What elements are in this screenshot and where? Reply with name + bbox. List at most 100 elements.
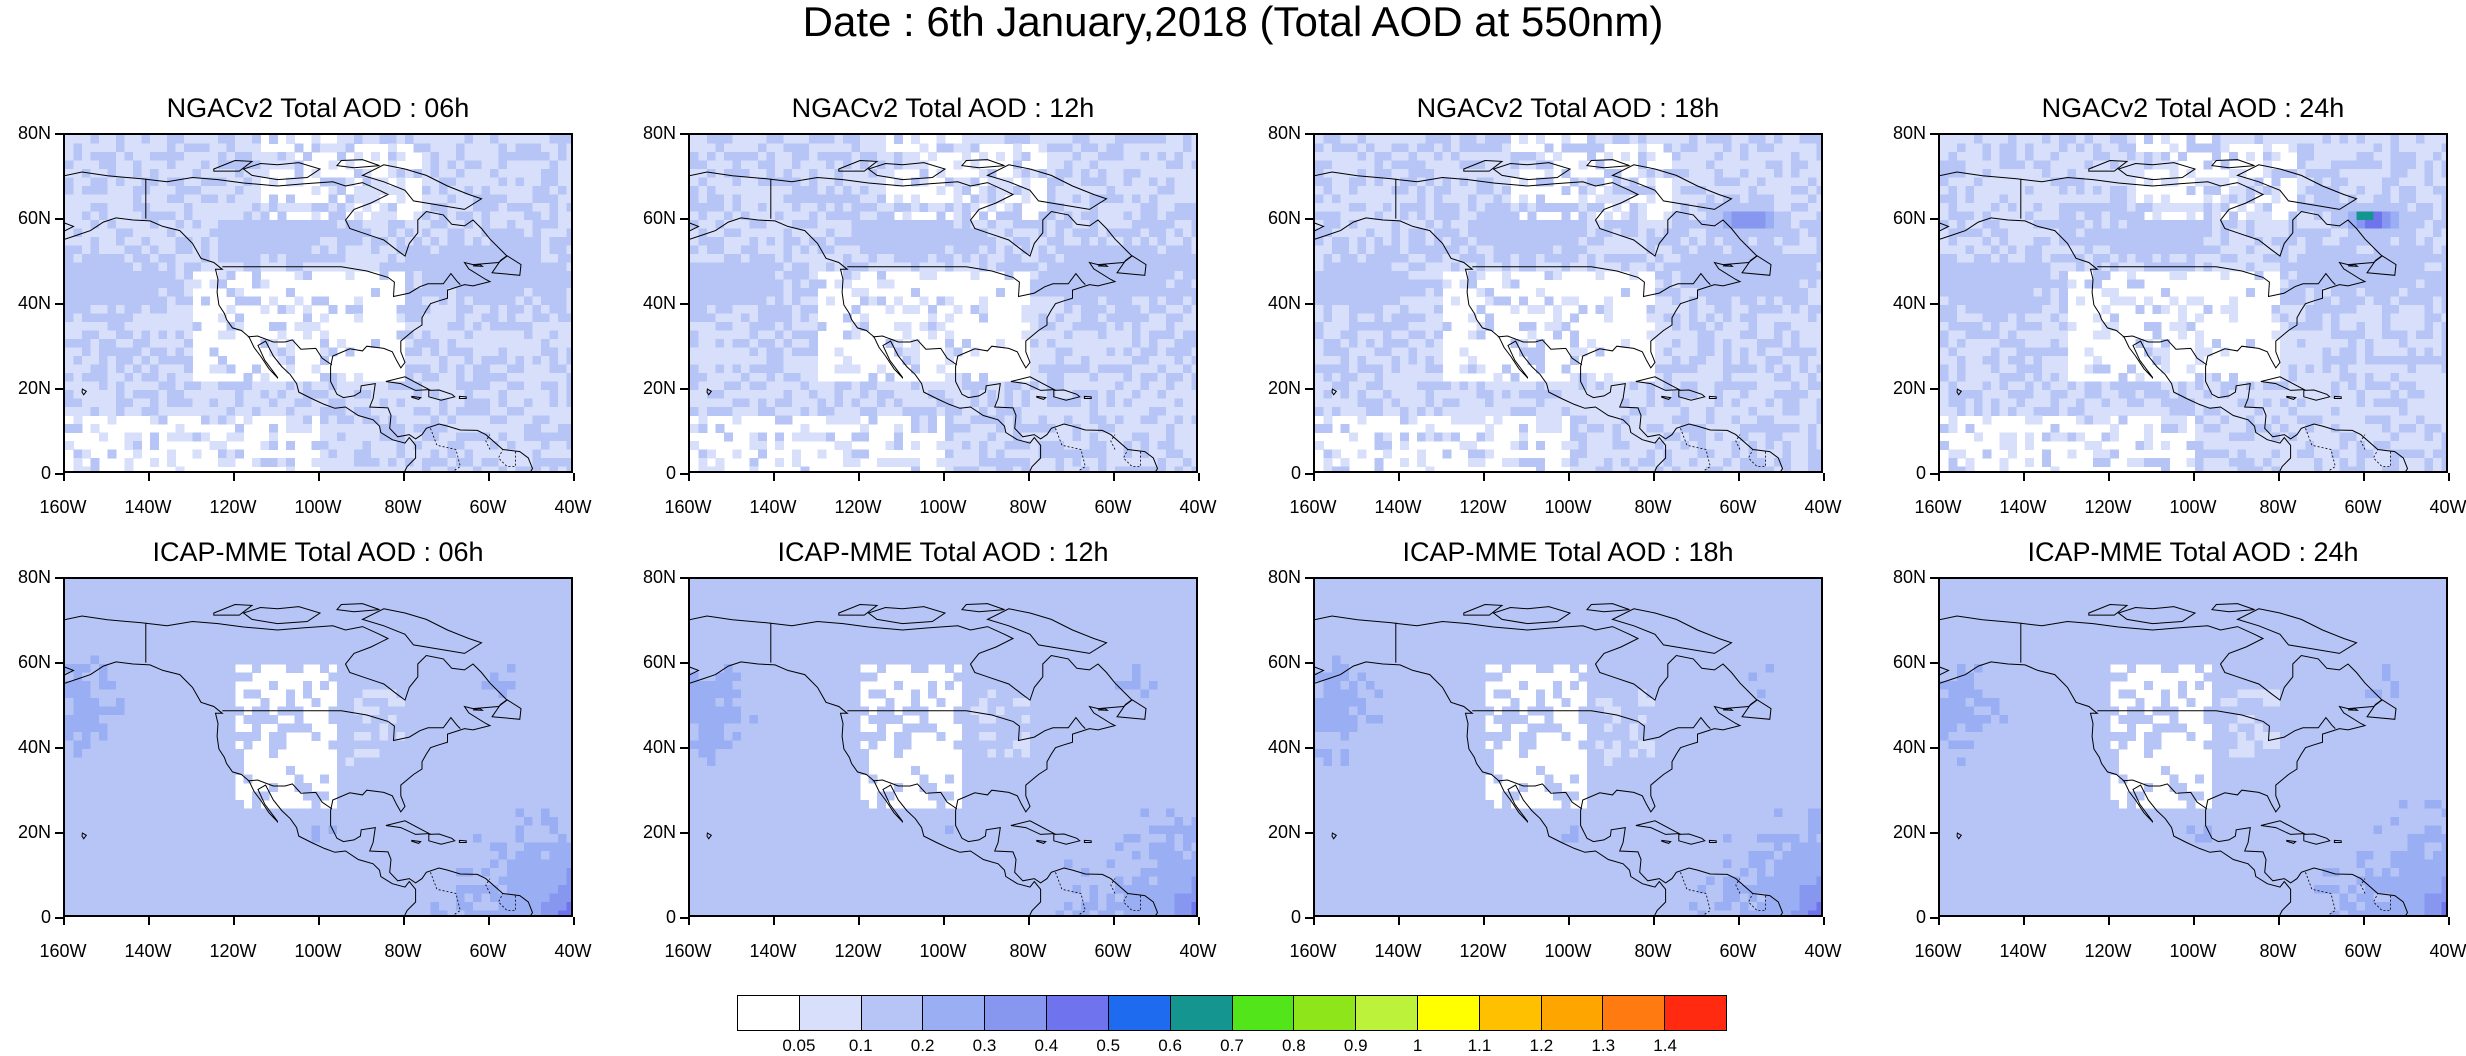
longitude-tick-mark <box>403 473 405 481</box>
longitude-tick-mark <box>1028 917 1030 925</box>
longitude-tick-mark <box>1028 473 1030 481</box>
aod-field-map <box>1940 579 2446 915</box>
latitude-tick-label: 20N <box>1267 378 1301 398</box>
longitude-tick-mark <box>1823 473 1825 481</box>
latitude-tick-label: 80N <box>1892 123 1926 143</box>
aod-map-panel <box>1938 577 2448 917</box>
longitude-tick-mark <box>1113 917 1115 925</box>
aod-grid-cells <box>1315 135 1821 471</box>
longitude-tick-label: 160W <box>1914 941 1962 961</box>
longitude-tick-label: 140W <box>1374 941 1422 961</box>
longitude-tick-mark <box>148 917 150 925</box>
longitude-tick-label: 80W <box>1634 497 1672 517</box>
colorbar-label: 0.05 <box>782 1036 816 1055</box>
longitude-tick-mark <box>2278 917 2280 925</box>
latitude-tick-mark <box>680 388 688 390</box>
longitude-tick-mark <box>1738 473 1740 481</box>
colorbar-label: 0.3 <box>972 1036 997 1055</box>
colorbar-swatch <box>1603 996 1666 1030</box>
latitude-tick-mark <box>680 473 688 475</box>
latitude-tick-label: 60N <box>1267 652 1301 672</box>
longitude-tick-label: 40W <box>1804 941 1842 961</box>
latitude-tick-mark <box>1305 577 1313 579</box>
latitude-tick-mark <box>1930 917 1938 919</box>
latitude-tick-mark <box>55 218 63 220</box>
latitude-tick-mark <box>1305 133 1313 135</box>
longitude-tick-label: 100W <box>2169 497 2217 517</box>
longitude-tick-label: 80W <box>2259 497 2297 517</box>
colorbar-swatch <box>985 996 1048 1030</box>
colorbar-label: 0.2 <box>910 1036 935 1055</box>
latitude-tick-mark <box>55 577 63 579</box>
latitude-tick-label: 60N <box>642 208 676 228</box>
longitude-tick-mark <box>773 473 775 481</box>
colorbar-swatch <box>861 996 924 1030</box>
longitude-tick-mark <box>1313 917 1315 925</box>
colorbar-swatch <box>1541 996 1604 1030</box>
longitude-tick-mark <box>2363 917 2365 925</box>
colorbar-swatch <box>799 996 862 1030</box>
latitude-tick-label: 40N <box>17 737 51 757</box>
coastlines <box>65 159 534 471</box>
longitude-tick-label: 120W <box>209 941 257 961</box>
latitude-tick-mark <box>1305 218 1313 220</box>
latitude-tick-mark <box>55 662 63 664</box>
aod-grid-cells <box>690 579 1196 915</box>
latitude-tick-label: 20N <box>17 378 51 398</box>
latitude-tick-label: 20N <box>642 378 676 398</box>
latitude-tick-label: 0 <box>1915 463 1926 483</box>
latitude-tick-mark <box>55 747 63 749</box>
longitude-tick-label: 60W <box>1094 497 1132 517</box>
longitude-tick-mark <box>318 917 320 925</box>
aod-map-panel <box>688 577 1198 917</box>
colorbar-swatch <box>1232 996 1295 1030</box>
longitude-tick-mark <box>148 473 150 481</box>
aod-field-map <box>1940 135 2446 471</box>
longitude-tick-label: 140W <box>124 497 172 517</box>
latitude-tick-label: 60N <box>1267 208 1301 228</box>
longitude-tick-mark <box>2193 473 2195 481</box>
longitude-tick-label: 40W <box>554 497 592 517</box>
colorbar-swatch <box>1356 996 1418 1030</box>
latitude-tick-mark <box>55 917 63 919</box>
longitude-tick-label: 60W <box>2344 941 2382 961</box>
aod-grid-cells <box>690 135 1196 471</box>
longitude-tick-mark <box>2108 473 2110 481</box>
longitude-tick-label: 100W <box>919 941 967 961</box>
latitude-tick-mark <box>1305 917 1313 919</box>
longitude-tick-mark <box>488 473 490 481</box>
colorbar-label: 0.7 <box>1220 1036 1244 1055</box>
longitude-tick-mark <box>2448 473 2450 481</box>
colorbar-label: 1.2 <box>1529 1036 1554 1055</box>
colorbar-label: 1 <box>1412 1036 1423 1055</box>
longitude-tick-label: 100W <box>294 497 342 517</box>
longitude-tick-mark <box>2108 917 2110 925</box>
longitude-tick-mark <box>1568 917 1570 925</box>
panel-title: NGACv2 Total AOD : 12h <box>791 93 1095 123</box>
latitude-tick-mark <box>1930 218 1938 220</box>
latitude-tick-label: 60N <box>1892 208 1926 228</box>
colorbar-boxes <box>737 995 1727 1031</box>
longitude-tick-label: 40W <box>554 941 592 961</box>
longitude-tick-mark <box>1483 473 1485 481</box>
longitude-tick-label: 100W <box>1544 497 1592 517</box>
latitude-tick-label: 40N <box>17 293 51 313</box>
longitude-tick-mark <box>1823 917 1825 925</box>
aod-grid-cells <box>65 135 571 471</box>
latitude-tick-mark <box>1305 662 1313 664</box>
aod-map-panel <box>63 133 573 473</box>
colorbar-swatch <box>1665 996 1726 1030</box>
latitude-tick-label: 40N <box>642 293 676 313</box>
longitude-tick-mark <box>233 917 235 925</box>
latitude-tick-label: 40N <box>1267 293 1301 313</box>
longitude-tick-label: 40W <box>1804 497 1842 517</box>
colorbar-label: 1.1 <box>1467 1036 1492 1055</box>
latitude-tick-mark <box>1305 747 1313 749</box>
longitude-tick-label: 120W <box>1459 941 1507 961</box>
latitude-tick-mark <box>1930 133 1938 135</box>
colorbar-swatch <box>1417 996 1480 1030</box>
longitude-tick-label: 60W <box>1094 941 1132 961</box>
longitude-tick-label: 140W <box>1999 941 2047 961</box>
longitude-tick-mark <box>1938 917 1940 925</box>
longitude-tick-label: 60W <box>1719 497 1757 517</box>
